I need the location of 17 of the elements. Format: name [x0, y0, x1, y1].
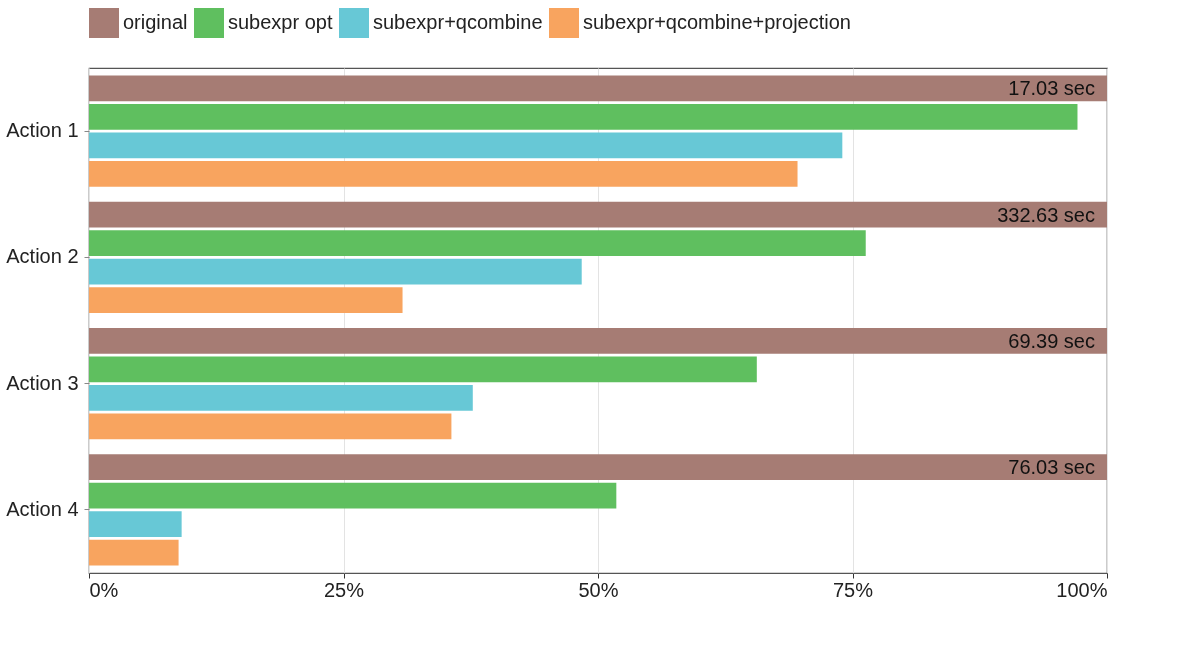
y-tick-label: Action 3: [6, 371, 79, 394]
legend-label: subexpr+qcombine+projection: [583, 11, 851, 33]
x-tick-label: 0%: [89, 578, 119, 601]
y-tick-label: Action 1: [6, 119, 79, 142]
x-tick-label: 75%: [832, 578, 874, 601]
y-tick-label: Action 4: [6, 497, 79, 520]
legend-label: original: [123, 11, 188, 33]
annotation: 17.03 sec: [1008, 77, 1095, 100]
y-tick-label: Action 2: [6, 245, 79, 268]
annotation: 76.03 sec: [1008, 456, 1095, 479]
legend-label: subexpr opt: [228, 11, 333, 33]
x-tick-label: 25%: [323, 578, 365, 601]
x-tick-label: 50%: [578, 578, 619, 601]
legend-label: subexpr+qcombine: [373, 11, 543, 33]
x-tick-label: 100%: [1056, 578, 1108, 601]
annotation: 69.39 sec: [1008, 329, 1095, 352]
annotation: 332.63 sec: [997, 203, 1095, 226]
